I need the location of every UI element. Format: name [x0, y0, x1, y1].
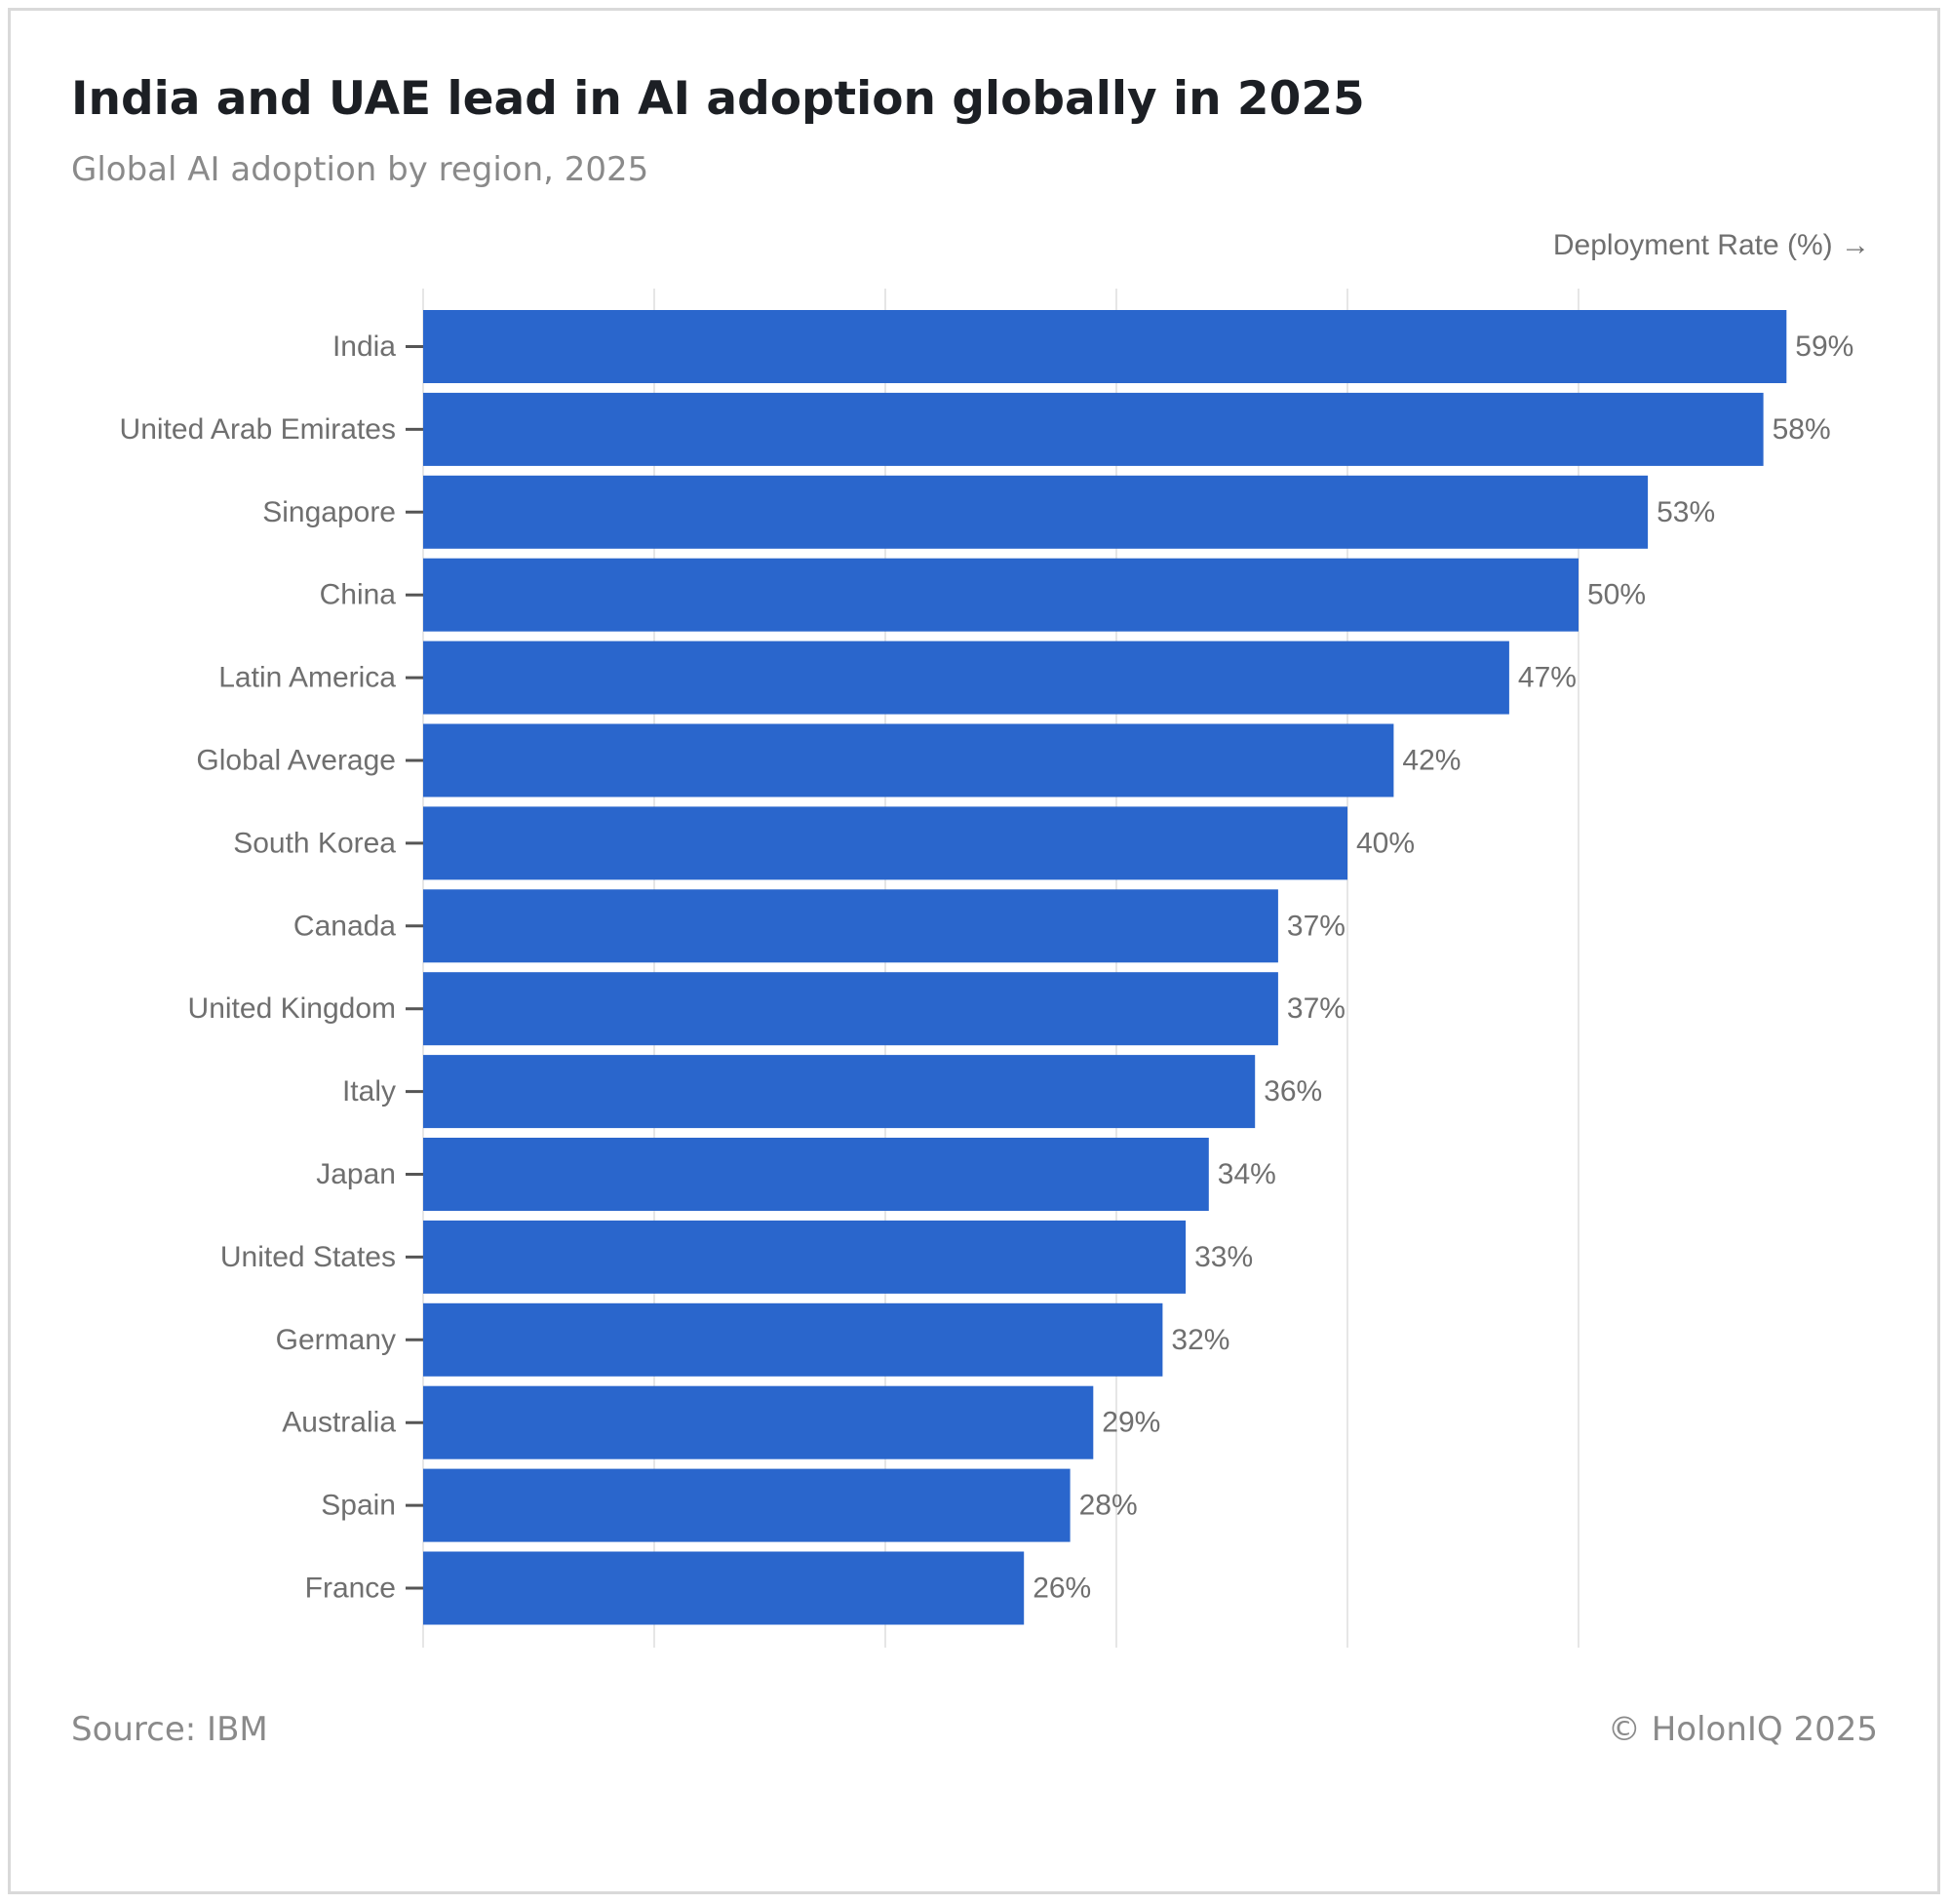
bar-singapore [423, 475, 1649, 549]
bar-japan [423, 1138, 1209, 1211]
value-label: 50% [1587, 579, 1646, 611]
source-note: Source: IBM [71, 1710, 268, 1749]
category-label: Canada [293, 910, 396, 942]
category-label: United States [220, 1241, 396, 1273]
category-label: Italy [342, 1075, 396, 1107]
bar-australia [423, 1385, 1094, 1459]
value-label: 32% [1171, 1324, 1229, 1356]
category-label: Japan [316, 1158, 396, 1190]
bar-canada [423, 889, 1278, 963]
category-label: Global Average [196, 745, 396, 777]
bar-latin-america [423, 641, 1509, 715]
value-label: 29% [1102, 1407, 1160, 1439]
value-label: 37% [1287, 992, 1346, 1025]
bar-spain [423, 1468, 1071, 1542]
bar-south-korea [423, 806, 1347, 880]
labels: India 59% United Arab Emirates 58% Singapore… [120, 330, 1854, 1605]
value-label: 40% [1356, 827, 1415, 859]
copyright-note: © HolonIQ 2025 [1607, 1710, 1878, 1749]
bar-germany [423, 1302, 1163, 1377]
category-label: Australia [282, 1407, 396, 1439]
value-label: 42% [1402, 745, 1461, 777]
category-label: France [305, 1573, 396, 1605]
bar-united-states [423, 1220, 1187, 1294]
chart-subtitle: Global AI adoption by region, 2025 [71, 150, 649, 189]
bar-italy [423, 1055, 1256, 1129]
x-axis-title: Deployment Rate (%) → [1552, 229, 1870, 261]
bars [423, 310, 1787, 1625]
bar-france [423, 1551, 1025, 1625]
category-label: Germany [276, 1324, 396, 1356]
value-label: 59% [1795, 330, 1853, 363]
category-label: China [320, 579, 397, 611]
bar-china [423, 558, 1579, 632]
category-label: Spain [321, 1490, 396, 1522]
chart-title: India and UAE lead in AI adoption global… [71, 72, 1365, 126]
value-label: 37% [1287, 910, 1346, 942]
category-label: Latin America [218, 662, 396, 694]
value-label: 47% [1518, 662, 1577, 694]
bar-india [423, 310, 1787, 383]
value-label: 26% [1033, 1573, 1091, 1605]
bar-united-kingdom [423, 972, 1278, 1046]
category-label: India [332, 330, 396, 363]
value-label: 28% [1079, 1490, 1138, 1522]
value-label: 33% [1194, 1241, 1253, 1273]
value-label: 36% [1264, 1075, 1322, 1107]
category-label: Singapore [262, 496, 396, 528]
value-label: 58% [1773, 413, 1831, 446]
value-label: 34% [1218, 1158, 1276, 1190]
category-label: United Arab Emirates [120, 413, 396, 446]
value-label: 53% [1657, 496, 1715, 528]
bar-united-arab-emirates [423, 392, 1764, 466]
bar-global-average [423, 723, 1394, 797]
category-label: South Korea [233, 827, 396, 859]
category-label: United Kingdom [188, 992, 396, 1025]
